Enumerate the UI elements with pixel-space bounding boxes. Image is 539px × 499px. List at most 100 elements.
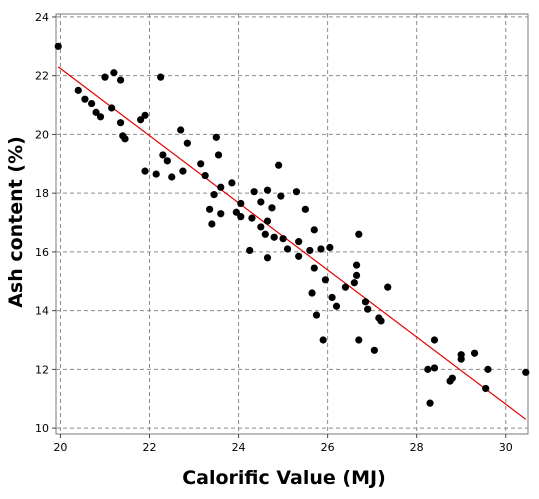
data-point: [157, 73, 165, 81]
data-point: [177, 126, 185, 134]
data-point: [137, 116, 145, 124]
data-point: [263, 217, 272, 225]
data-point: [88, 99, 96, 108]
data-point: [248, 214, 256, 222]
data-point: [308, 289, 316, 297]
data-point: [163, 157, 171, 165]
data-point: [377, 317, 385, 325]
data-point: [352, 271, 361, 279]
data-point: [261, 230, 269, 238]
data-point: [355, 230, 363, 238]
data-point: [201, 171, 209, 180]
x-tick-label: 26: [321, 441, 335, 454]
y-axis-title: Ash content (%): [5, 136, 27, 308]
data-point: [74, 86, 82, 94]
data-point: [237, 199, 245, 208]
data-point: [232, 208, 240, 216]
axes: [52, 16, 507, 438]
data-point: [310, 226, 318, 234]
data-point: [310, 264, 318, 272]
data-point: [370, 346, 378, 354]
data-point: [179, 167, 187, 175]
data-point: [96, 113, 105, 121]
data-point: [81, 95, 89, 103]
data-point: [116, 76, 125, 84]
data-point: [206, 205, 214, 213]
data-point: [217, 183, 225, 191]
data-point: [250, 188, 258, 196]
data-point: [448, 374, 456, 382]
data-point: [183, 139, 191, 147]
data-point: [263, 186, 272, 194]
data-point: [110, 69, 118, 77]
data-point: [364, 305, 372, 313]
data-point: [268, 204, 276, 212]
data-point: [306, 246, 314, 255]
data-points: [54, 42, 530, 407]
data-point: [121, 135, 129, 143]
data-point: [92, 108, 100, 116]
tick-labels: 20 22 24 26 28 30 10 12 14 16 18 20 22 24: [35, 11, 513, 454]
data-point: [208, 220, 216, 228]
y-tick-label: 16: [35, 246, 49, 259]
x-tick-label: 28: [410, 441, 424, 454]
y-tick-label: 22: [35, 70, 49, 83]
data-point: [257, 198, 265, 206]
y-tick-label: 24: [35, 11, 49, 24]
data-point: [263, 254, 272, 262]
data-point: [228, 179, 236, 187]
data-point: [283, 245, 292, 253]
data-point: [279, 235, 287, 243]
data-point: [292, 188, 301, 196]
data-point: [457, 351, 465, 359]
data-point: [426, 399, 434, 407]
data-point: [159, 151, 167, 159]
y-tick-label: 14: [35, 305, 49, 318]
data-point: [141, 111, 149, 119]
data-point: [484, 365, 492, 373]
x-tick-label: 20: [53, 441, 67, 454]
data-point: [332, 302, 341, 310]
data-point: [352, 261, 361, 269]
data-point: [430, 336, 439, 344]
data-point: [301, 205, 309, 213]
data-point: [152, 170, 160, 178]
data-point: [321, 276, 329, 284]
x-tick-label: 30: [499, 441, 513, 454]
data-point: [108, 104, 116, 112]
data-point: [217, 210, 225, 218]
data-point: [328, 293, 336, 302]
data-point: [470, 349, 479, 357]
data-point: [295, 238, 303, 246]
data-point: [212, 133, 220, 141]
trendline: [57, 66, 527, 420]
data-point: [270, 233, 278, 241]
data-point: [295, 252, 303, 260]
data-point: [197, 160, 205, 168]
data-point: [275, 161, 283, 169]
data-point: [210, 191, 218, 199]
data-point: [384, 283, 392, 291]
trendline-group: [57, 66, 527, 420]
data-point: [312, 311, 321, 319]
y-tick-label: 20: [35, 128, 49, 141]
x-tick-label: 24: [232, 441, 246, 454]
data-point: [54, 42, 62, 50]
data-point: [355, 336, 363, 344]
data-point: [341, 283, 350, 291]
data-point: [361, 298, 370, 306]
data-point: [482, 384, 490, 393]
data-point: [257, 223, 265, 231]
data-point: [319, 336, 327, 344]
data-point: [522, 368, 530, 376]
plot-area: [55, 13, 529, 435]
data-point: [277, 192, 285, 200]
data-point: [214, 151, 223, 159]
data-point: [326, 243, 334, 252]
data-point: [430, 364, 439, 372]
data-point: [168, 173, 176, 181]
y-tick-label: 10: [35, 422, 49, 435]
data-point: [237, 213, 245, 221]
y-tick-label: 18: [35, 187, 49, 200]
